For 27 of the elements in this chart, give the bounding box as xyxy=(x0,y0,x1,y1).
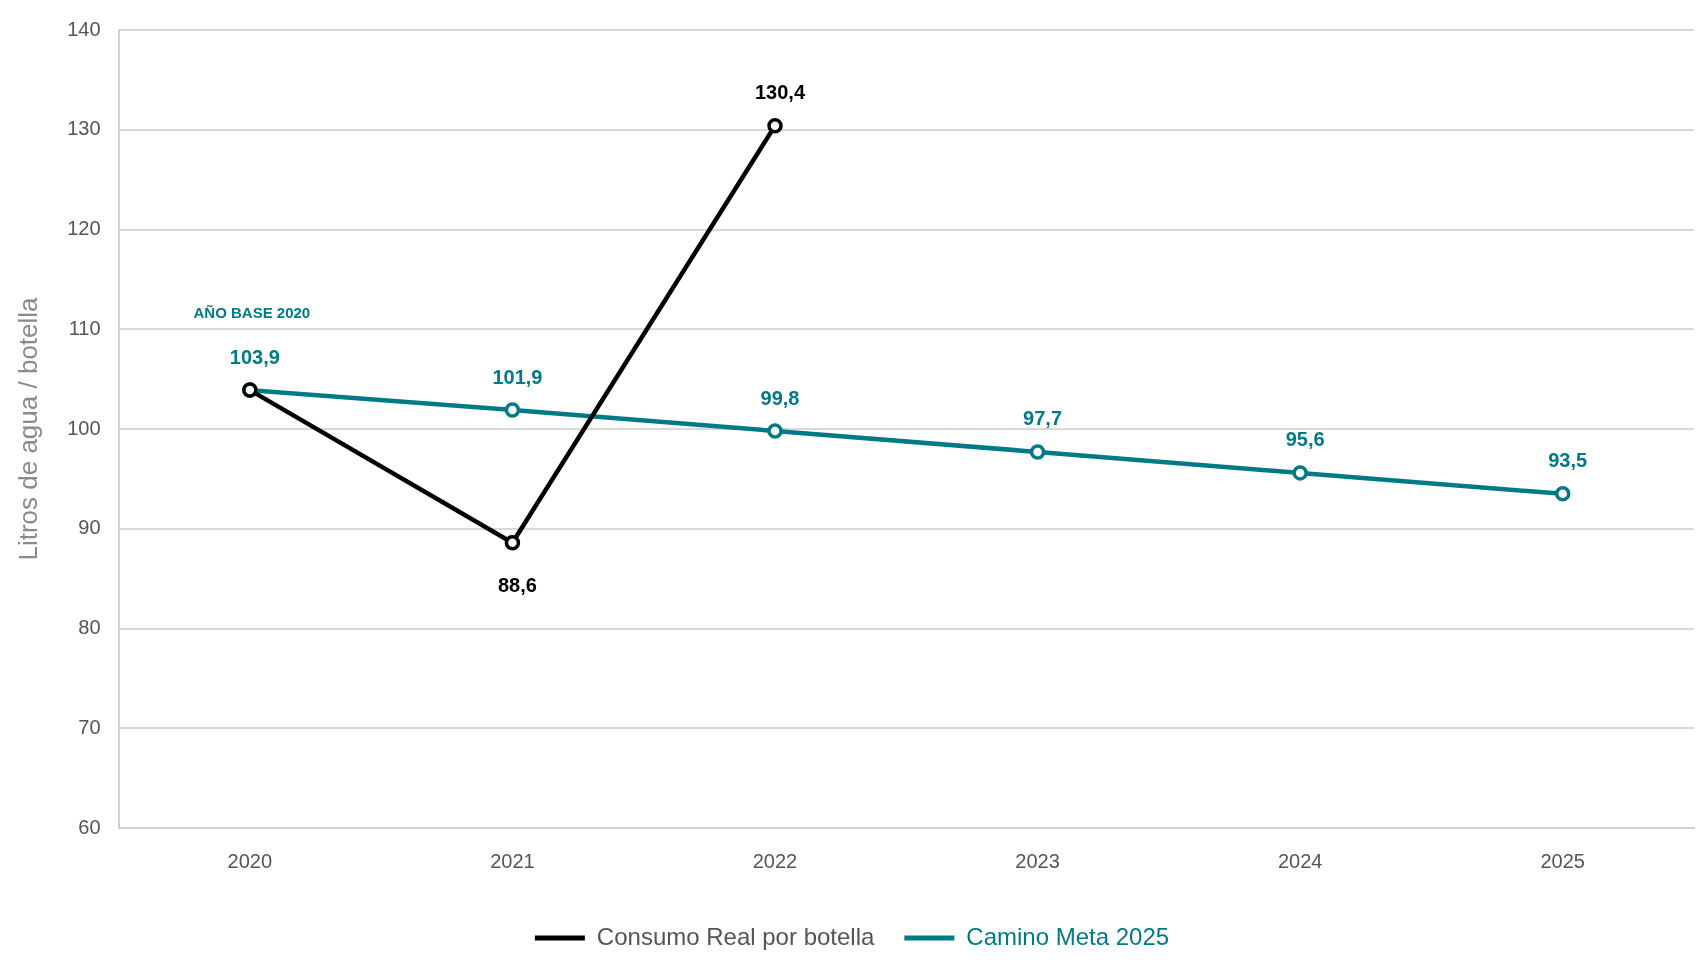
y-tick-label: 110 xyxy=(68,316,101,339)
y-tick-label: 130 xyxy=(67,117,101,140)
data-label: 93,5 xyxy=(1548,449,1588,472)
legend-label: Camino Meta 2025 xyxy=(966,922,1170,950)
data-label: 95,6 xyxy=(1285,428,1325,451)
x-tick-label: 2023 xyxy=(1015,849,1060,872)
data-label: 99,8 xyxy=(760,386,800,409)
y-tick-label: 100 xyxy=(67,416,101,439)
data-label: 130,4 xyxy=(754,81,806,104)
y-tick-label: 70 xyxy=(78,715,101,738)
x-tick-label: 2024 xyxy=(1277,849,1323,872)
y-tick-label: 120 xyxy=(67,217,101,240)
x-tick-label: 2025 xyxy=(1540,849,1585,872)
legend-label: Consumo Real por botella xyxy=(596,922,876,950)
data-label: 97,7 xyxy=(1023,407,1063,430)
annotation: AÑO BASE 2020 xyxy=(193,303,311,321)
x-tick-label: 2021 xyxy=(490,849,535,872)
data-label: 101,9 xyxy=(492,365,543,388)
y-tick-label: 90 xyxy=(78,516,101,539)
data-label: 88,6 xyxy=(497,574,537,597)
x-tick-label: 2020 xyxy=(227,849,273,872)
y-tick-label: 60 xyxy=(78,815,101,838)
y-axis-title: Litros de agua / botella xyxy=(12,296,43,561)
y-tick-label: 140 xyxy=(67,17,101,40)
y-tick-label: 80 xyxy=(78,616,101,639)
data-label: 103,9 xyxy=(229,345,280,368)
x-tick-label: 2022 xyxy=(752,849,798,872)
